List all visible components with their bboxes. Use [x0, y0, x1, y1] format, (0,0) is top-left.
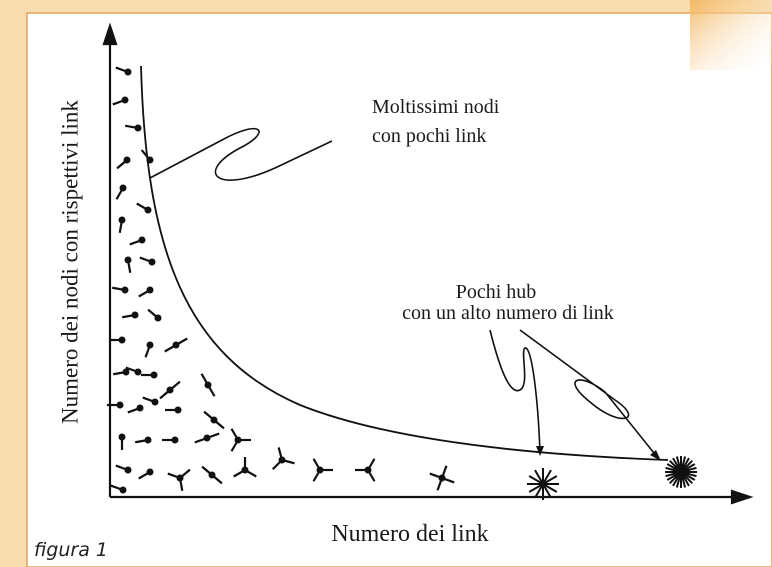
glyph-part — [148, 258, 156, 266]
glyph-part — [172, 341, 180, 349]
arrowhead-1 — [536, 446, 544, 456]
glyph-part — [678, 469, 684, 475]
annotation-line: con un alto numero di link — [402, 302, 614, 324]
annotation-line: Pochi hub — [456, 281, 537, 303]
glyph-part — [138, 236, 146, 244]
glyph-part — [203, 434, 211, 442]
glyph-part — [119, 486, 127, 494]
glyph-part — [234, 436, 242, 444]
arrow-many-nodes — [149, 127, 333, 181]
glyph-part — [131, 311, 139, 319]
glyph-part — [204, 381, 212, 389]
glyph-part — [119, 184, 127, 192]
corner-glow — [690, 0, 772, 70]
glyph-part — [166, 386, 174, 394]
glyph-part — [121, 286, 129, 294]
axes — [102, 22, 754, 505]
glyph-part — [118, 336, 126, 344]
glyph-part — [174, 406, 182, 414]
glyph-part — [438, 474, 446, 482]
glyph-part — [118, 433, 126, 441]
glyph-part — [154, 314, 162, 322]
arrowhead-2 — [650, 450, 661, 461]
arrow-hub-1 — [489, 329, 541, 453]
glyph-part — [146, 286, 154, 294]
glyph-part — [146, 156, 154, 164]
glyph-part — [210, 416, 218, 424]
annotation-line: con pochi link — [372, 125, 486, 147]
glyph-part — [144, 436, 152, 444]
node-glyphs — [107, 66, 697, 500]
caption: figura 1 — [34, 539, 108, 561]
glyph-part — [150, 371, 158, 379]
glyph-part — [121, 96, 129, 104]
glyph-part — [124, 68, 132, 76]
glyph-part — [124, 466, 132, 474]
glyph-part — [151, 398, 159, 406]
glyph-part — [124, 256, 132, 264]
glyph-part — [136, 404, 144, 412]
glyph-part — [208, 471, 216, 479]
x-axis-label: Numero dei link — [331, 521, 488, 547]
power-law-curve — [140, 65, 669, 461]
glyph-part — [134, 124, 142, 132]
glyph-part — [146, 341, 154, 349]
glyph-part — [241, 466, 249, 474]
glyph-part — [540, 481, 546, 487]
arrow-hub-2 — [519, 329, 659, 459]
glyph-part — [316, 466, 324, 474]
x-arrow — [730, 489, 754, 505]
panel-border — [26, 12, 772, 567]
glyph-part — [134, 368, 142, 376]
glyph-part — [146, 468, 154, 476]
annotation-line: Moltissimi nodi — [372, 96, 500, 118]
glyph-part — [171, 436, 179, 444]
glyph-part — [364, 466, 372, 474]
glyph-part — [122, 368, 130, 376]
glyph-part — [176, 474, 184, 482]
glyph-part — [278, 456, 286, 464]
y-arrow — [102, 22, 118, 46]
glyph-part — [116, 401, 124, 409]
glyph-part — [144, 206, 152, 214]
y-axis-label: Numero dei nodi con rispettivi link — [57, 100, 82, 424]
glyph-part — [123, 156, 131, 164]
glyph-part — [118, 216, 126, 224]
